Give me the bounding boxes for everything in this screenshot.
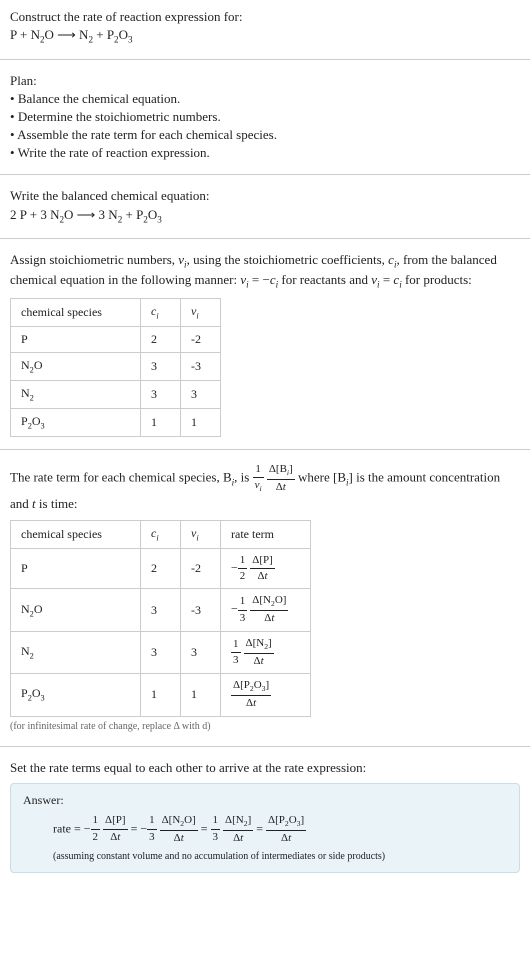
- cell-c: 2: [141, 548, 181, 589]
- col-species: chemical species: [11, 298, 141, 326]
- table-header-row: chemical species ci νi: [11, 298, 221, 326]
- cell-c: 1: [141, 674, 181, 716]
- final-section: Set the rate terms equal to each other t…: [0, 751, 530, 881]
- unbalanced-equation: P + N2O ⟶ N2 + P2O3: [10, 26, 520, 46]
- plan-section: Plan: Balance the chemical equation. Det…: [0, 64, 530, 171]
- cell-species: N2O: [11, 352, 141, 380]
- balanced-section: Write the balanced chemical equation: 2 …: [0, 179, 530, 234]
- rate-terms-table: chemical species ci νi rate term P2-2−12…: [10, 520, 311, 717]
- cell-species: P: [11, 548, 141, 589]
- cell-species: N2: [11, 380, 141, 408]
- stoich-table: chemical species ci νi P2-2 N2O3-3 N233 …: [10, 298, 221, 437]
- col-ci: ci: [141, 520, 181, 548]
- divider: [0, 238, 530, 239]
- prompt-text: Construct the rate of reaction expressio…: [10, 8, 520, 26]
- divider: [0, 59, 530, 60]
- answer-note: (assuming constant volume and no accumul…: [23, 850, 507, 864]
- cell-nu: 1: [181, 674, 221, 716]
- stoich-section: Assign stoichiometric numbers, νi, using…: [0, 243, 530, 445]
- cell-species: P2O3: [11, 408, 141, 436]
- plan-item: Balance the chemical equation.: [10, 90, 520, 108]
- cell-c: 1: [141, 408, 181, 436]
- stoich-intro: Assign stoichiometric numbers, νi, using…: [10, 251, 520, 292]
- cell-species: P: [11, 326, 141, 352]
- divider: [0, 746, 530, 747]
- answer-label: Answer:: [23, 792, 507, 809]
- plan-title: Plan:: [10, 72, 520, 90]
- cell-species: N2: [11, 631, 141, 673]
- final-intro: Set the rate terms equal to each other t…: [10, 759, 520, 777]
- col-nui: νi: [181, 298, 221, 326]
- rate-terms-note: (for infinitesimal rate of change, repla…: [10, 720, 520, 734]
- cell-rate: Δ[P2O3]Δt: [221, 674, 311, 716]
- col-ci: ci: [141, 298, 181, 326]
- cell-c: 3: [141, 380, 181, 408]
- cell-nu: -2: [181, 326, 221, 352]
- table-row: N2O3-3: [11, 352, 221, 380]
- answer-box: Answer: rate = −12 Δ[P]Δt = −13 Δ[N2O]Δt…: [10, 783, 520, 873]
- cell-nu: -3: [181, 589, 221, 631]
- cell-nu: 1: [181, 408, 221, 436]
- cell-c: 3: [141, 352, 181, 380]
- header-section: Construct the rate of reaction expressio…: [0, 0, 530, 55]
- plan-item: Assemble the rate term for each chemical…: [10, 126, 520, 144]
- table-row: N2O3-3−13 Δ[N2O]Δt: [11, 589, 311, 631]
- cell-c: 2: [141, 326, 181, 352]
- table-header-row: chemical species ci νi rate term: [11, 520, 311, 548]
- rate-terms-section: The rate term for each chemical species,…: [0, 454, 530, 742]
- rate-terms-intro: The rate term for each chemical species,…: [10, 462, 520, 514]
- plan-item: Determine the stoichiometric numbers.: [10, 108, 520, 126]
- cell-nu: 3: [181, 380, 221, 408]
- table-row: N23313 Δ[N2]Δt: [11, 631, 311, 673]
- cell-species: P2O3: [11, 674, 141, 716]
- cell-nu: -3: [181, 352, 221, 380]
- cell-nu: -2: [181, 548, 221, 589]
- divider: [0, 174, 530, 175]
- answer-rate: rate = −12 Δ[P]Δt = −13 Δ[N2O]Δt = 13 Δ[…: [23, 813, 507, 846]
- plan-item: Write the rate of reaction expression.: [10, 144, 520, 162]
- plan-list: Balance the chemical equation. Determine…: [10, 90, 520, 163]
- divider: [0, 449, 530, 450]
- cell-rate: −12 Δ[P]Δt: [221, 548, 311, 589]
- col-rate: rate term: [221, 520, 311, 548]
- col-nui: νi: [181, 520, 221, 548]
- cell-nu: 3: [181, 631, 221, 673]
- table-row: P2-2−12 Δ[P]Δt: [11, 548, 311, 589]
- cell-rate: −13 Δ[N2O]Δt: [221, 589, 311, 631]
- cell-c: 3: [141, 631, 181, 673]
- table-row: N233: [11, 380, 221, 408]
- table-row: P2O311: [11, 408, 221, 436]
- balanced-title: Write the balanced chemical equation:: [10, 187, 520, 205]
- table-row: P2-2: [11, 326, 221, 352]
- col-species: chemical species: [11, 520, 141, 548]
- cell-c: 3: [141, 589, 181, 631]
- table-row: P2O311Δ[P2O3]Δt: [11, 674, 311, 716]
- cell-species: N2O: [11, 589, 141, 631]
- balanced-equation: 2 P + 3 N2O ⟶ 3 N2 + P2O3: [10, 206, 520, 226]
- cell-rate: 13 Δ[N2]Δt: [221, 631, 311, 673]
